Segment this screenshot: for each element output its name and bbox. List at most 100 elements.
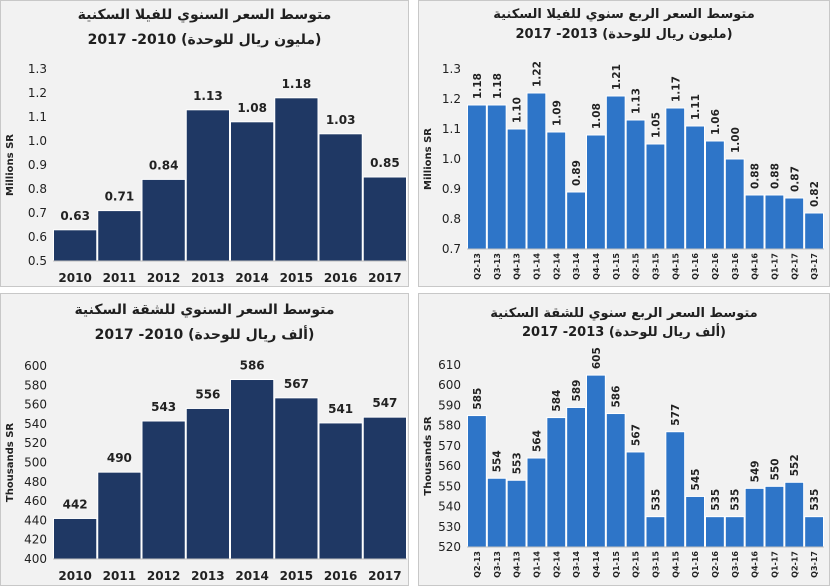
x-tick-label: Q2-16 bbox=[711, 551, 720, 578]
x-tick-label: Q4-16 bbox=[751, 253, 760, 280]
bar-Q1-17 bbox=[764, 194, 785, 250]
y-tick-label: 1.0 bbox=[28, 134, 47, 148]
data-label: 0.84 bbox=[149, 158, 179, 172]
x-tick-label: Q3-17 bbox=[810, 253, 819, 280]
y-tick-label: 560 bbox=[24, 398, 47, 412]
bar-Q3-14 bbox=[566, 191, 587, 250]
data-label: 0.63 bbox=[60, 209, 90, 223]
y-tick-label: 1.3 bbox=[442, 62, 461, 76]
bar-Q2-14 bbox=[546, 131, 567, 250]
data-label: 589 bbox=[571, 380, 583, 402]
bar-Q3-14 bbox=[566, 406, 587, 548]
data-label: 535 bbox=[730, 489, 742, 511]
bar-Q1-17 bbox=[764, 485, 785, 548]
bar-2014 bbox=[230, 379, 275, 560]
x-tick-label: 2016 bbox=[324, 569, 357, 583]
y-tick-label: 0.7 bbox=[28, 206, 47, 220]
y-tick-label: 500 bbox=[24, 456, 47, 470]
bar-2013 bbox=[185, 407, 230, 560]
chart-apartment-annual: 400 420 440 460 480 500 520 540 560 580 600 Thousan… bbox=[5, 359, 407, 583]
x-tick-label: Q2-13 bbox=[473, 253, 482, 280]
bar-Q2-15 bbox=[625, 451, 646, 548]
data-label: 1.09 bbox=[551, 100, 563, 126]
data-label: 1.08 bbox=[591, 103, 603, 129]
bar-Q2-14 bbox=[546, 417, 567, 548]
data-label: 584 bbox=[551, 390, 563, 412]
chart-title: متوسط السعر السنوي للفيلا السكنية bbox=[77, 7, 332, 23]
y-tick-label: 580 bbox=[438, 419, 461, 433]
data-label: 1.18 bbox=[492, 73, 504, 99]
bar-Q3-15 bbox=[645, 516, 666, 548]
x-tick-label: Q3-17 bbox=[810, 551, 819, 578]
y-tick-label: 580 bbox=[24, 378, 47, 392]
x-tick-label: 2010 bbox=[58, 271, 91, 285]
bar-Q2-16 bbox=[705, 516, 725, 548]
data-label: 605 bbox=[591, 347, 603, 369]
y-tick-label: 610 bbox=[438, 358, 461, 372]
data-label: 541 bbox=[328, 402, 353, 416]
x-tick-label: Q2-14 bbox=[552, 551, 561, 578]
y-tick-label: 1.0 bbox=[442, 152, 461, 166]
y-tick-label: 570 bbox=[438, 439, 461, 453]
chart-apartment-quarterly: 520 530 540 550 560 570 580 590 600 610 Thousands … bbox=[423, 347, 824, 578]
data-label: 547 bbox=[372, 396, 397, 410]
x-tick-label: Q3-13 bbox=[493, 551, 502, 578]
data-label: 552 bbox=[789, 454, 801, 476]
data-label: 564 bbox=[531, 430, 543, 452]
data-label: 1.11 bbox=[690, 94, 702, 120]
chart-title: متوسط السعر الربع سنوي للشقة السكنية bbox=[490, 306, 758, 321]
chart-subtitle: (ألف ريال للوحدة) 2013- 2017 bbox=[522, 325, 726, 340]
bar-2016 bbox=[318, 422, 363, 560]
y-axis-label: Thousands SR bbox=[5, 423, 16, 503]
chart-title: متوسط السعر السنوي للشقة السكنية bbox=[74, 302, 335, 318]
x-tick-label: Q3-13 bbox=[493, 253, 502, 280]
chart-panel-villa-annual: متوسط السعر السنوي للفيلا السكنية (مليون… bbox=[0, 0, 409, 287]
data-label: 1.13 bbox=[193, 89, 223, 103]
bar-Q2-13 bbox=[467, 104, 487, 250]
y-axis-label: Millions SR bbox=[5, 134, 16, 196]
data-label: 554 bbox=[492, 450, 504, 472]
x-tick-label: Q2-15 bbox=[632, 551, 641, 578]
chart-title: متوسط السعر الربع سنوي للفيلا السكنية bbox=[493, 7, 755, 22]
y-tick-label: 1.2 bbox=[28, 86, 47, 100]
bar-Q1-16 bbox=[685, 495, 705, 548]
data-label: 442 bbox=[63, 497, 88, 511]
data-label: 1.08 bbox=[237, 101, 267, 115]
data-label: 1.18 bbox=[282, 77, 312, 91]
data-label: 490 bbox=[107, 451, 132, 465]
data-label: 567 bbox=[631, 424, 643, 446]
y-tick-label: 0.8 bbox=[442, 212, 461, 226]
y-tick-label: 560 bbox=[438, 459, 461, 473]
x-tick-label: Q1-14 bbox=[532, 551, 541, 578]
x-tick-label: 2012 bbox=[147, 569, 180, 583]
bar-Q3-13 bbox=[486, 104, 507, 250]
data-label: 543 bbox=[151, 400, 176, 414]
bar-2011 bbox=[97, 210, 142, 262]
chart-panel-villa-quarterly: متوسط السعر الربع سنوي للفيلا السكنية (م… bbox=[418, 0, 830, 287]
data-label: 556 bbox=[195, 387, 220, 401]
x-tick-label: Q1-15 bbox=[612, 253, 621, 280]
data-label: 1.06 bbox=[710, 109, 722, 135]
data-label: 553 bbox=[512, 452, 524, 474]
y-tick-label: 1.1 bbox=[28, 110, 47, 124]
x-tick-label: 2016 bbox=[324, 271, 357, 285]
bar-Q1-15 bbox=[605, 95, 626, 250]
x-tick-label: 2013 bbox=[191, 569, 224, 583]
x-tick-label: 2012 bbox=[147, 271, 180, 285]
x-tick-label: Q2-15 bbox=[632, 253, 641, 280]
y-tick-label: 0.9 bbox=[442, 182, 461, 196]
x-tick-label: Q3-14 bbox=[572, 253, 581, 280]
x-tick-label: 2011 bbox=[103, 271, 136, 285]
x-tick-label: Q3-16 bbox=[731, 253, 740, 280]
y-tick-label: 590 bbox=[438, 398, 461, 412]
y-axis-label: Thousands SR bbox=[423, 416, 434, 496]
x-tick-label: 2015 bbox=[280, 569, 313, 583]
y-tick-label: 1.1 bbox=[442, 122, 461, 136]
y-tick-label: 550 bbox=[438, 479, 461, 493]
bar-Q4-13 bbox=[506, 479, 527, 548]
y-tick-label: 420 bbox=[24, 533, 47, 547]
x-tick-label: Q4-15 bbox=[671, 551, 680, 578]
chart-villa-quarterly: 0.7 0.8 0.9 1.0 1.1 1.2 1.3 Millions SR 1.18 Q2-1… bbox=[423, 61, 824, 280]
chart-subtitle: (ألف ريال للوحدة) 2010- 2017 bbox=[94, 327, 315, 343]
y-tick-label: 440 bbox=[24, 513, 47, 527]
